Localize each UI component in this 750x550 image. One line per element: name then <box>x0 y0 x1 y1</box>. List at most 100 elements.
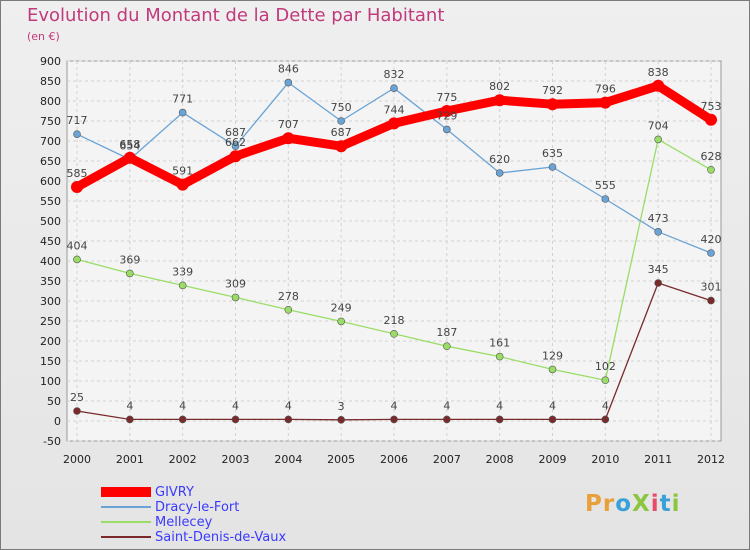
data-point <box>390 329 398 338</box>
data-label: 662 <box>225 136 246 149</box>
y-tick-label: 100 <box>40 375 61 388</box>
logo-letter: X <box>632 491 651 517</box>
data-label: 309 <box>225 277 246 290</box>
data-label: 129 <box>542 349 563 362</box>
y-tick-label: 600 <box>40 175 61 188</box>
data-label: 218 <box>384 314 405 327</box>
data-label: 473 <box>648 212 669 225</box>
data-label: 591 <box>172 165 193 178</box>
legend-label: Saint-Denis-de-Vaux <box>155 530 287 545</box>
data-label: 4 <box>126 399 133 412</box>
data-point <box>178 415 187 424</box>
y-tick-label: 750 <box>40 115 61 128</box>
x-tick-label: 2010 <box>591 453 619 466</box>
data-label: 717 <box>67 114 88 127</box>
data-point <box>126 269 134 278</box>
y-tick-label: 900 <box>40 55 61 68</box>
data-label: 4 <box>179 399 186 412</box>
data-label: 4 <box>285 399 292 412</box>
legend-label: Dracy-le-Fort <box>155 500 240 515</box>
y-tick-label: 50 <box>47 395 61 408</box>
data-label: 404 <box>67 239 88 252</box>
data-point <box>390 84 398 92</box>
data-point <box>231 142 240 150</box>
legend-swatch <box>101 487 151 497</box>
data-point <box>443 415 451 424</box>
data-point <box>654 228 662 236</box>
data-label: 654 <box>119 139 140 152</box>
data-point <box>548 163 557 171</box>
data-point <box>493 94 506 107</box>
legend-label: Mellecey <box>155 515 213 530</box>
y-tick-label: 0 <box>54 415 61 428</box>
data-point <box>123 151 136 164</box>
data-label: 792 <box>542 84 563 97</box>
series-layer <box>71 78 717 424</box>
data-label: 301 <box>701 281 722 294</box>
data-point <box>176 178 189 191</box>
data-point <box>601 376 610 385</box>
data-label: 3 <box>338 400 345 413</box>
y-tick-label: -50 <box>43 435 61 448</box>
data-label: 25 <box>70 391 84 404</box>
logo-letter: o <box>615 491 633 517</box>
y-tick-label: 200 <box>40 335 61 348</box>
y-tick-label: 550 <box>40 195 61 208</box>
data-label: 555 <box>595 179 616 192</box>
legend-swatch <box>101 521 151 523</box>
data-label: 369 <box>119 253 140 266</box>
data-label: 4 <box>232 399 239 412</box>
data-label: 4 <box>496 399 503 412</box>
data-labels: 25 4 4 4 4 3 4 4 4 4 4 345 301 404 369 339 309 278 249 218 1… <box>67 63 722 413</box>
data-point <box>654 279 662 287</box>
data-label: 4 <box>602 399 609 412</box>
data-label: 753 <box>701 100 722 113</box>
data-label: 620 <box>489 153 510 166</box>
x-tick-label: 2003 <box>222 453 250 466</box>
data-label: 687 <box>331 126 352 139</box>
logo-letter: P <box>585 491 603 517</box>
data-label: 278 <box>278 290 299 303</box>
data-label: 161 <box>489 337 510 350</box>
data-point <box>707 296 715 305</box>
data-point <box>337 317 345 326</box>
data-point <box>707 166 715 174</box>
data-label: 339 <box>172 265 193 278</box>
logo-letter: i <box>650 491 660 517</box>
data-point <box>337 415 345 424</box>
chart-title: Evolution du Montant de la Dette par Hab… <box>27 5 445 26</box>
x-tick-label: 2002 <box>169 453 197 466</box>
data-point <box>73 130 81 138</box>
data-label: 687 <box>225 126 246 139</box>
y-tick-label: 150 <box>40 355 61 368</box>
y-tick-label: 250 <box>40 315 61 328</box>
y-tick-label: 800 <box>40 95 61 108</box>
data-point <box>707 249 715 257</box>
data-point <box>388 117 400 130</box>
data-point <box>284 78 293 87</box>
data-point <box>231 293 240 302</box>
data-point <box>705 113 717 126</box>
data-point <box>548 365 557 374</box>
data-label: 4 <box>391 399 398 412</box>
data-label: 744 <box>384 103 405 116</box>
data-label: 102 <box>595 360 616 373</box>
x-tick-label: 2009 <box>539 453 567 466</box>
y-tick-label: 450 <box>40 235 61 248</box>
data-point <box>652 79 665 92</box>
y-tick-label: 350 <box>40 275 61 288</box>
data-label: 771 <box>172 93 193 106</box>
data-point <box>495 169 504 177</box>
data-label: 345 <box>648 263 669 276</box>
x-tick-label: 2011 <box>644 453 672 466</box>
data-label: 658 <box>119 138 140 151</box>
data-point <box>73 255 81 264</box>
data-label: 635 <box>542 147 563 160</box>
data-label: 187 <box>436 326 457 339</box>
data-point <box>654 135 662 144</box>
data-point <box>495 415 504 424</box>
proxiti-logo: ProXiti <box>585 491 681 517</box>
data-point <box>71 181 83 193</box>
